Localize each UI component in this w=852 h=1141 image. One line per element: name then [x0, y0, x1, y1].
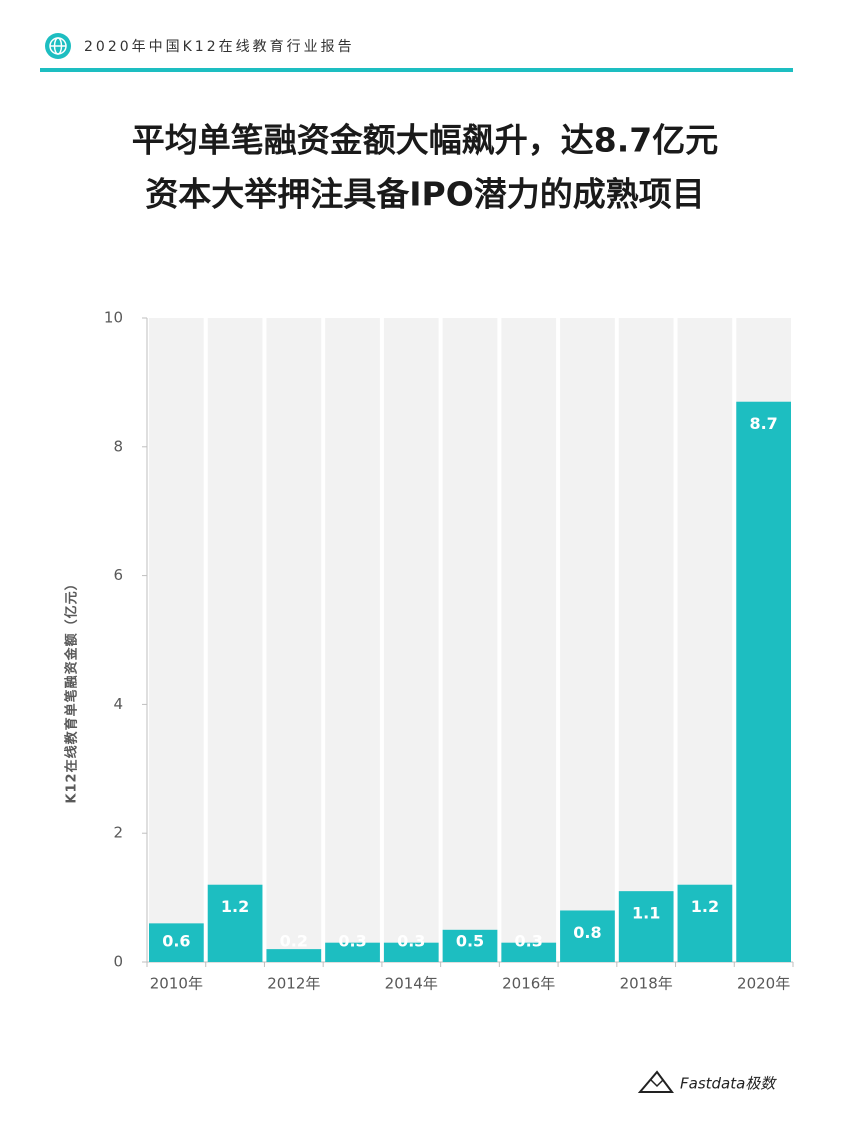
bar — [442, 929, 498, 962]
plot-background — [560, 318, 615, 962]
report-header: 2020年中国K12在线教育行业报告 — [84, 39, 355, 55]
y-tick-label: 2 — [113, 824, 123, 842]
chart-title: 平均单笔融资金额大幅飙升，达8.7亿元 — [132, 121, 718, 160]
plot-background — [501, 318, 557, 962]
x-tick-label: 2018年 — [620, 975, 673, 993]
x-tick-label: 2020年 — [737, 975, 790, 993]
bar — [149, 923, 204, 962]
value-label: 0.3 — [515, 932, 543, 951]
bar — [207, 884, 263, 962]
plot-background — [383, 318, 439, 962]
bar — [501, 942, 557, 962]
plot-background — [266, 318, 322, 962]
plot-background — [149, 318, 204, 962]
bar — [736, 401, 791, 963]
x-tick-label: 2014年 — [385, 975, 438, 993]
plot-background — [442, 318, 498, 962]
bar — [560, 910, 615, 962]
value-label: 0.6 — [162, 932, 190, 951]
value-label: 1.1 — [632, 904, 660, 923]
plot-background — [618, 318, 674, 962]
y-tick-label: 8 — [113, 437, 123, 455]
plot-background — [677, 318, 733, 962]
plot-background — [325, 318, 380, 962]
value-label: 0.3 — [397, 932, 425, 951]
x-tick-label: 2016年 — [502, 975, 555, 993]
y-tick-label: 10 — [104, 309, 123, 327]
plot-background — [207, 318, 263, 962]
value-label: 0.2 — [280, 932, 308, 951]
y-tick-label: 0 — [113, 953, 123, 971]
value-label: 0.3 — [338, 932, 366, 951]
header-rule — [40, 68, 793, 72]
globe-icon — [45, 33, 71, 59]
x-tick-label: 2012年 — [267, 975, 320, 993]
bar — [266, 949, 322, 962]
y-axis-label: K12在线教育单笔融资金额（亿元） — [64, 576, 80, 803]
brand: Fastdata极数 — [680, 1075, 777, 1093]
bar — [325, 942, 380, 962]
y-tick-label: 6 — [113, 566, 123, 584]
value-label: 1.2 — [221, 897, 249, 916]
bar — [618, 891, 674, 962]
value-label: 1.2 — [691, 897, 719, 916]
x-tick-label: 2010年 — [150, 975, 203, 993]
bar — [677, 884, 733, 962]
value-label: 0.5 — [456, 932, 484, 951]
value-label: 0.8 — [573, 923, 601, 942]
y-tick-label: 4 — [113, 695, 123, 713]
bar — [383, 942, 439, 962]
value-label: 8.7 — [749, 414, 777, 433]
brand-logo — [637, 1070, 674, 1093]
chart-subtitle: 资本大举押注具备IPO潜力的成熟项目 — [145, 175, 705, 214]
